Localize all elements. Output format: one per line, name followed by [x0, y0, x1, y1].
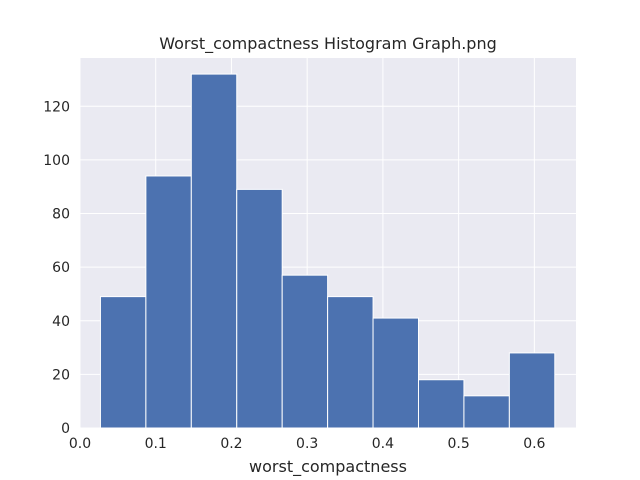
y-tick-label-4: 80 [52, 207, 70, 223]
histogram-bar-1 [145, 175, 192, 429]
y-tick-label-0: 0 [61, 421, 70, 437]
x-axis-label: worst_compactness [249, 457, 407, 477]
histogram-bar-9 [508, 352, 556, 429]
histogram-bar-8 [463, 395, 510, 429]
histogram-bar-4 [281, 274, 329, 429]
x-tick-labels: 0.0 0.1 0.2 0.3 0.4 0.5 0.6 [69, 436, 546, 452]
y-tick-labels: 0 20 40 60 80 100 120 [43, 99, 70, 437]
y-tick-label-3: 60 [52, 260, 70, 276]
y-tick-label-2: 40 [52, 314, 70, 330]
x-tick-label-5: 0.5 [447, 436, 469, 452]
y-tick-label-6: 120 [43, 99, 70, 115]
histogram-bar-0 [99, 296, 147, 429]
chart-title: Worst_compactness Histogram Graph.png [159, 34, 497, 54]
x-tick-label-1: 0.1 [145, 436, 167, 452]
y-tick-label-1: 20 [52, 367, 70, 383]
x-tick-label-4: 0.4 [372, 436, 394, 452]
histogram-bar-3 [236, 188, 283, 429]
y-tick-label-5: 100 [43, 153, 70, 169]
x-tick-label-0: 0.0 [69, 436, 91, 452]
x-tick-label-2: 0.2 [220, 436, 242, 452]
histogram-bar-7 [417, 379, 465, 429]
x-tick-label-6: 0.6 [523, 436, 545, 452]
histogram-bar-6 [372, 317, 419, 429]
x-tick-label-3: 0.3 [296, 436, 318, 452]
histogram-bar-2 [190, 73, 238, 429]
histogram-bars [99, 73, 556, 429]
histogram-bar-5 [327, 296, 374, 429]
